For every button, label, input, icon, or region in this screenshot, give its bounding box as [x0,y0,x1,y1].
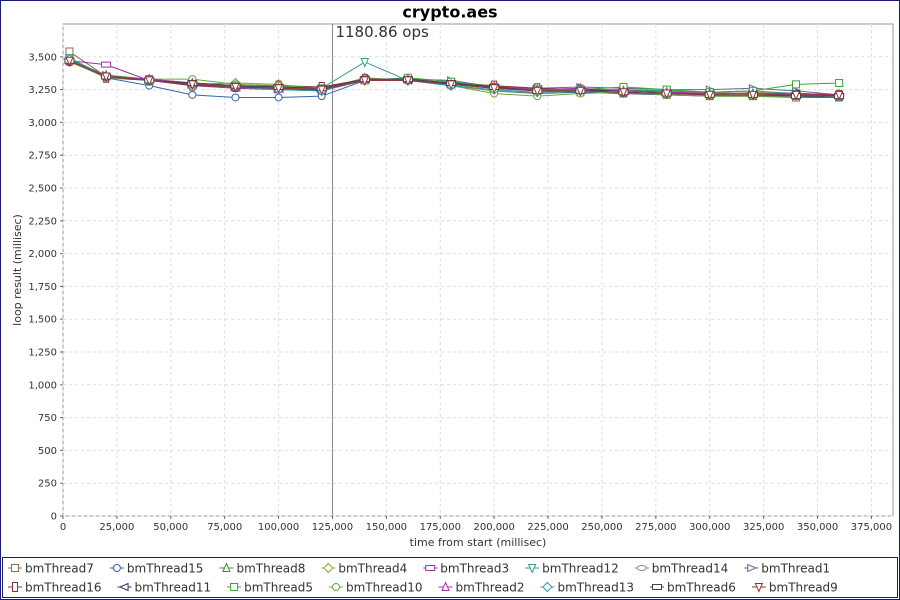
point-marker [11,564,19,572]
legend-label: bmThread11 [135,581,212,595]
legend-label: bmThread5 [244,581,313,595]
point-marker [188,80,197,91]
legend-label: bmThread4 [338,562,407,576]
point-marker [118,582,129,592]
point-marker [231,93,240,102]
point-marker [652,584,662,590]
y-tick-label: 2,500 [28,184,57,195]
point-marker [747,563,758,573]
point-marker [619,88,628,98]
legend-label: bmThread2 [456,581,525,595]
x-tick-label: 175,000 [420,522,461,533]
y-tick-label: 3,000 [28,118,57,129]
point-marker [231,82,240,93]
legend-label: bmThread13 [557,581,634,595]
x-tick-label: 0 [60,522,66,533]
x-tick-label: 250,000 [581,522,622,533]
point-marker [754,583,764,593]
point-marker [323,562,334,574]
point-marker [144,76,154,87]
y-tick-label: 1,750 [28,282,57,293]
x-tick-label: 325,000 [743,522,784,533]
y-tick-label: 1,250 [28,348,57,359]
y-tick-label: 500 [38,446,57,457]
point-marker [274,93,283,102]
x-tick-label: 125,000 [312,522,353,533]
legend-label: bmThread3 [440,562,509,576]
x-tick-label: 350,000 [797,522,838,533]
y-tick-label: 1,000 [28,380,57,391]
point-marker [360,76,370,87]
point-marker [317,85,326,96]
y-tick-label: 2,750 [28,151,57,162]
point-marker [489,84,499,95]
y-tick-label: 2,250 [28,216,57,227]
x-tick-label: 25,000 [99,522,134,533]
point-marker [65,56,74,67]
point-marker [533,86,542,97]
legend-box [2,557,898,598]
x-tick-label: 300,000 [689,522,730,533]
legend-label: bmThread14 [652,562,729,576]
x-tick-label: 75,000 [207,522,242,533]
point-marker [274,84,283,95]
x-tick-label: 150,000 [366,522,407,533]
point-marker [835,79,844,88]
x-tick-label: 225,000 [527,522,568,533]
point-marker [527,564,537,574]
point-marker [446,80,456,91]
point-marker [705,90,715,101]
point-marker [360,58,370,68]
x-tick-label: 375,000 [851,522,892,533]
x-axis-label: time from start (millisec) [410,536,547,549]
x-tick-label: 50,000 [153,522,188,533]
legend-label: bmThread10 [346,581,423,595]
point-marker [425,565,436,571]
point-marker [636,565,647,571]
plot-area [62,23,894,517]
point-marker [101,72,111,83]
legend-label: bmThread16 [25,581,102,595]
point-marker [441,581,450,591]
point-marker [662,89,671,100]
point-marker [101,61,112,68]
point-marker [748,90,758,101]
annotation: 1180.86 ops [335,23,428,41]
x-tick-label: 275,000 [635,522,676,533]
point-marker [188,90,197,99]
legend-label: bmThread7 [25,562,94,576]
point-marker [791,80,800,89]
chart-title: crypto.aes [402,3,497,22]
legend-label: bmThread6 [667,581,736,595]
point-marker [576,86,585,97]
y-tick-label: 750 [38,413,57,424]
point-marker [65,47,74,56]
legend-label: bmThread1 [761,562,830,576]
legend-label: bmThread9 [769,581,838,595]
y-tick-label: 2,000 [28,249,57,260]
point-marker [12,582,18,592]
y-tick-label: 3,250 [28,85,57,96]
x-tick-label: 200,000 [473,522,514,533]
y-tick-label: 3,500 [28,52,57,63]
point-marker [403,76,413,87]
point-marker [112,564,121,572]
legend-label: bmThread15 [127,562,204,576]
y-axis-label: loop result (millisec) [11,214,24,326]
legend-label: bmThread12 [542,562,619,576]
point-marker [222,562,231,572]
point-marker [542,581,553,593]
point-marker [791,90,801,101]
x-tick-label: 100,000 [258,522,299,533]
y-tick-label: 0 [51,512,57,523]
point-marker [230,583,239,591]
point-marker [332,583,340,591]
legend-label: bmThread8 [236,562,305,576]
y-tick-label: 1,500 [28,315,57,326]
point-marker [834,90,844,101]
y-tick-label: 250 [38,479,57,490]
